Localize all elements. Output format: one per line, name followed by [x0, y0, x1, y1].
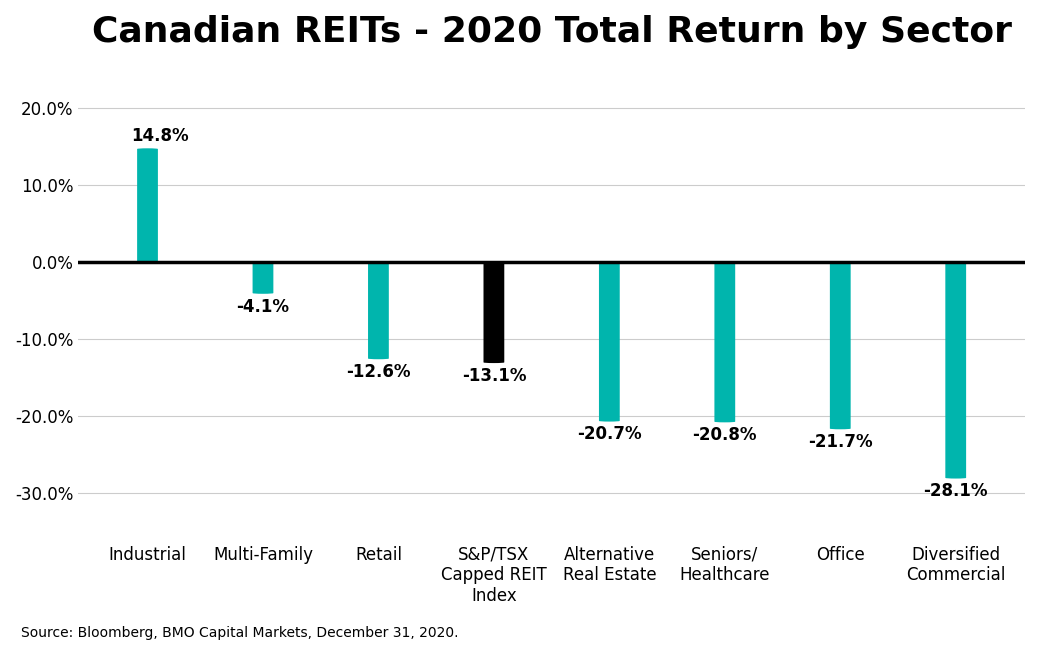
Text: -28.1%: -28.1%	[924, 483, 988, 501]
Bar	[599, 262, 620, 263]
FancyBboxPatch shape	[368, 262, 389, 359]
FancyBboxPatch shape	[137, 149, 158, 262]
Bar	[368, 262, 389, 263]
Text: -4.1%: -4.1%	[236, 298, 289, 316]
Text: -13.1%: -13.1%	[462, 367, 526, 385]
FancyBboxPatch shape	[945, 262, 966, 479]
FancyBboxPatch shape	[253, 262, 274, 294]
Bar	[945, 262, 966, 263]
Text: -20.8%: -20.8%	[693, 426, 757, 444]
Text: Source: Bloomberg, BMO Capital Markets, December 31, 2020.: Source: Bloomberg, BMO Capital Markets, …	[21, 625, 459, 640]
Text: -12.6%: -12.6%	[346, 363, 411, 381]
Bar	[253, 262, 274, 263]
FancyBboxPatch shape	[714, 262, 735, 422]
Text: 14.8%: 14.8%	[131, 127, 189, 145]
FancyBboxPatch shape	[830, 262, 851, 430]
Text: -21.7%: -21.7%	[808, 433, 873, 451]
FancyBboxPatch shape	[137, 262, 158, 263]
Bar	[714, 262, 735, 263]
FancyBboxPatch shape	[599, 262, 620, 422]
Title: Canadian REITs - 2020 Total Return by Sector: Canadian REITs - 2020 Total Return by Se…	[92, 15, 1012, 49]
Text: -20.7%: -20.7%	[577, 426, 642, 443]
FancyBboxPatch shape	[484, 262, 504, 363]
Bar	[830, 262, 851, 263]
Bar	[484, 262, 504, 263]
